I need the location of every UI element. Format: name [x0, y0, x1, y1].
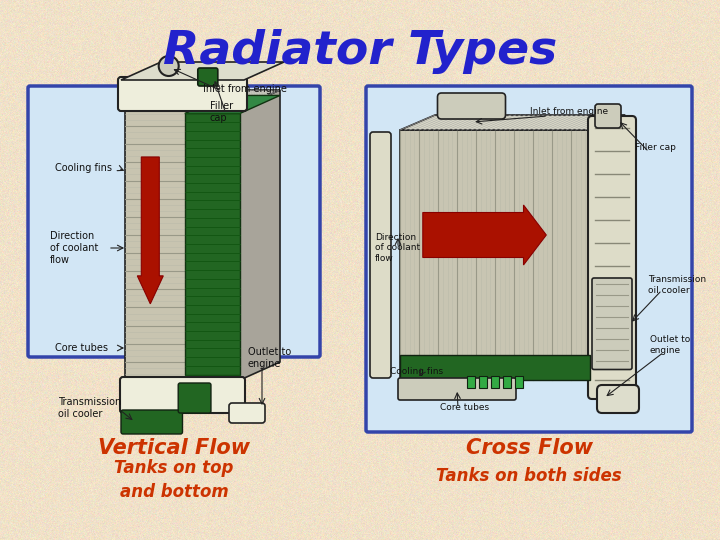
Text: Filler cap: Filler cap	[635, 144, 676, 152]
FancyBboxPatch shape	[28, 86, 320, 357]
Polygon shape	[240, 90, 280, 380]
FancyBboxPatch shape	[595, 104, 621, 128]
Bar	[400, 355, 590, 380]
FancyBboxPatch shape	[398, 378, 516, 400]
Text: Outlet to
engine: Outlet to engine	[650, 335, 690, 355]
Polygon shape	[185, 96, 280, 113]
Polygon shape	[125, 108, 240, 380]
Text: Cooling fins: Cooling fins	[390, 368, 443, 376]
Text: Core tubes: Core tubes	[55, 343, 108, 353]
Polygon shape	[400, 115, 625, 130]
Bar	[479, 376, 487, 388]
Text: Filler
cap: Filler cap	[210, 101, 233, 123]
FancyBboxPatch shape	[229, 403, 265, 423]
Bar	[467, 376, 474, 388]
Text: Inlet from engine: Inlet from engine	[203, 84, 287, 94]
Polygon shape	[125, 90, 280, 108]
FancyBboxPatch shape	[179, 383, 211, 413]
Text: Tanks on top
and bottom: Tanks on top and bottom	[114, 459, 234, 501]
Text: Transmission
oil cooler: Transmission oil cooler	[648, 275, 706, 295]
Circle shape	[158, 56, 179, 76]
Text: Vertical Flow: Vertical Flow	[98, 438, 250, 458]
FancyBboxPatch shape	[118, 77, 247, 111]
FancyBboxPatch shape	[120, 377, 245, 413]
Polygon shape	[400, 130, 590, 380]
FancyBboxPatch shape	[370, 132, 391, 378]
Text: Cooling fins: Cooling fins	[55, 163, 112, 173]
Text: Direction
of coolant
flow: Direction of coolant flow	[50, 232, 99, 265]
FancyBboxPatch shape	[592, 278, 632, 369]
FancyBboxPatch shape	[588, 116, 636, 399]
FancyBboxPatch shape	[597, 385, 639, 413]
Text: Radiator Types: Radiator Types	[163, 30, 557, 75]
Polygon shape	[185, 113, 240, 375]
FancyBboxPatch shape	[438, 93, 505, 119]
Text: Core tubes: Core tubes	[440, 403, 489, 413]
FancyBboxPatch shape	[121, 410, 182, 434]
Bar	[490, 376, 498, 388]
Bar	[503, 376, 510, 388]
FancyArrow shape	[423, 205, 546, 265]
Bar	[515, 376, 523, 388]
Text: Cross Flow: Cross Flow	[466, 438, 593, 458]
FancyBboxPatch shape	[366, 86, 692, 432]
Text: Outlet to
engine: Outlet to engine	[248, 347, 292, 369]
Polygon shape	[590, 115, 625, 380]
Polygon shape	[121, 62, 284, 80]
Text: Transmission
oil cooler: Transmission oil cooler	[58, 397, 121, 419]
Text: Inlet from engine: Inlet from engine	[530, 107, 608, 117]
FancyBboxPatch shape	[198, 68, 218, 86]
FancyArrow shape	[138, 157, 163, 304]
Text: Direction
of coolant
flow: Direction of coolant flow	[375, 233, 420, 263]
Text: Tanks on both sides: Tanks on both sides	[436, 467, 622, 485]
